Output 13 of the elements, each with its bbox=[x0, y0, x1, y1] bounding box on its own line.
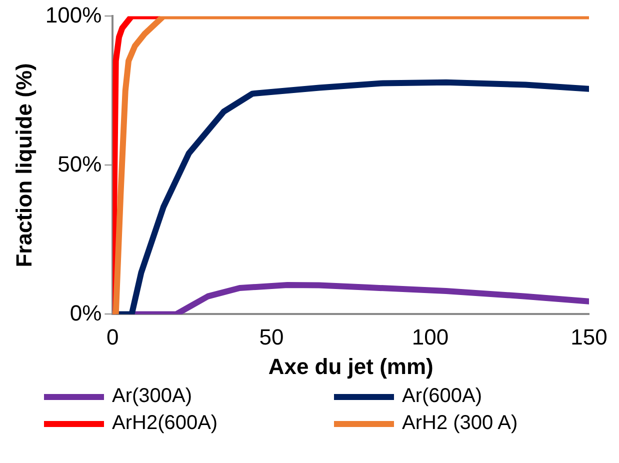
y-tick-label: 100% bbox=[45, 2, 102, 28]
legend-label: Ar(300A) bbox=[112, 385, 192, 408]
x-tick-label: 150 bbox=[570, 324, 608, 350]
legend-label: ArH2 (300 A) bbox=[402, 412, 518, 435]
x-axis-title: Axe du jet (mm) bbox=[268, 354, 434, 379]
y-tick-label: 50% bbox=[58, 151, 102, 176]
y-axis-title: Fraction liquide (%) bbox=[11, 63, 36, 268]
x-tick-label: 50 bbox=[259, 324, 284, 350]
legend-label: ArH2(600A) bbox=[112, 412, 218, 435]
x-tick-label: 0 bbox=[106, 324, 119, 350]
legend-label: Ar(600A) bbox=[402, 385, 482, 408]
y-tick-label: 0% bbox=[70, 300, 102, 326]
x-tick-label: 100 bbox=[412, 324, 449, 350]
